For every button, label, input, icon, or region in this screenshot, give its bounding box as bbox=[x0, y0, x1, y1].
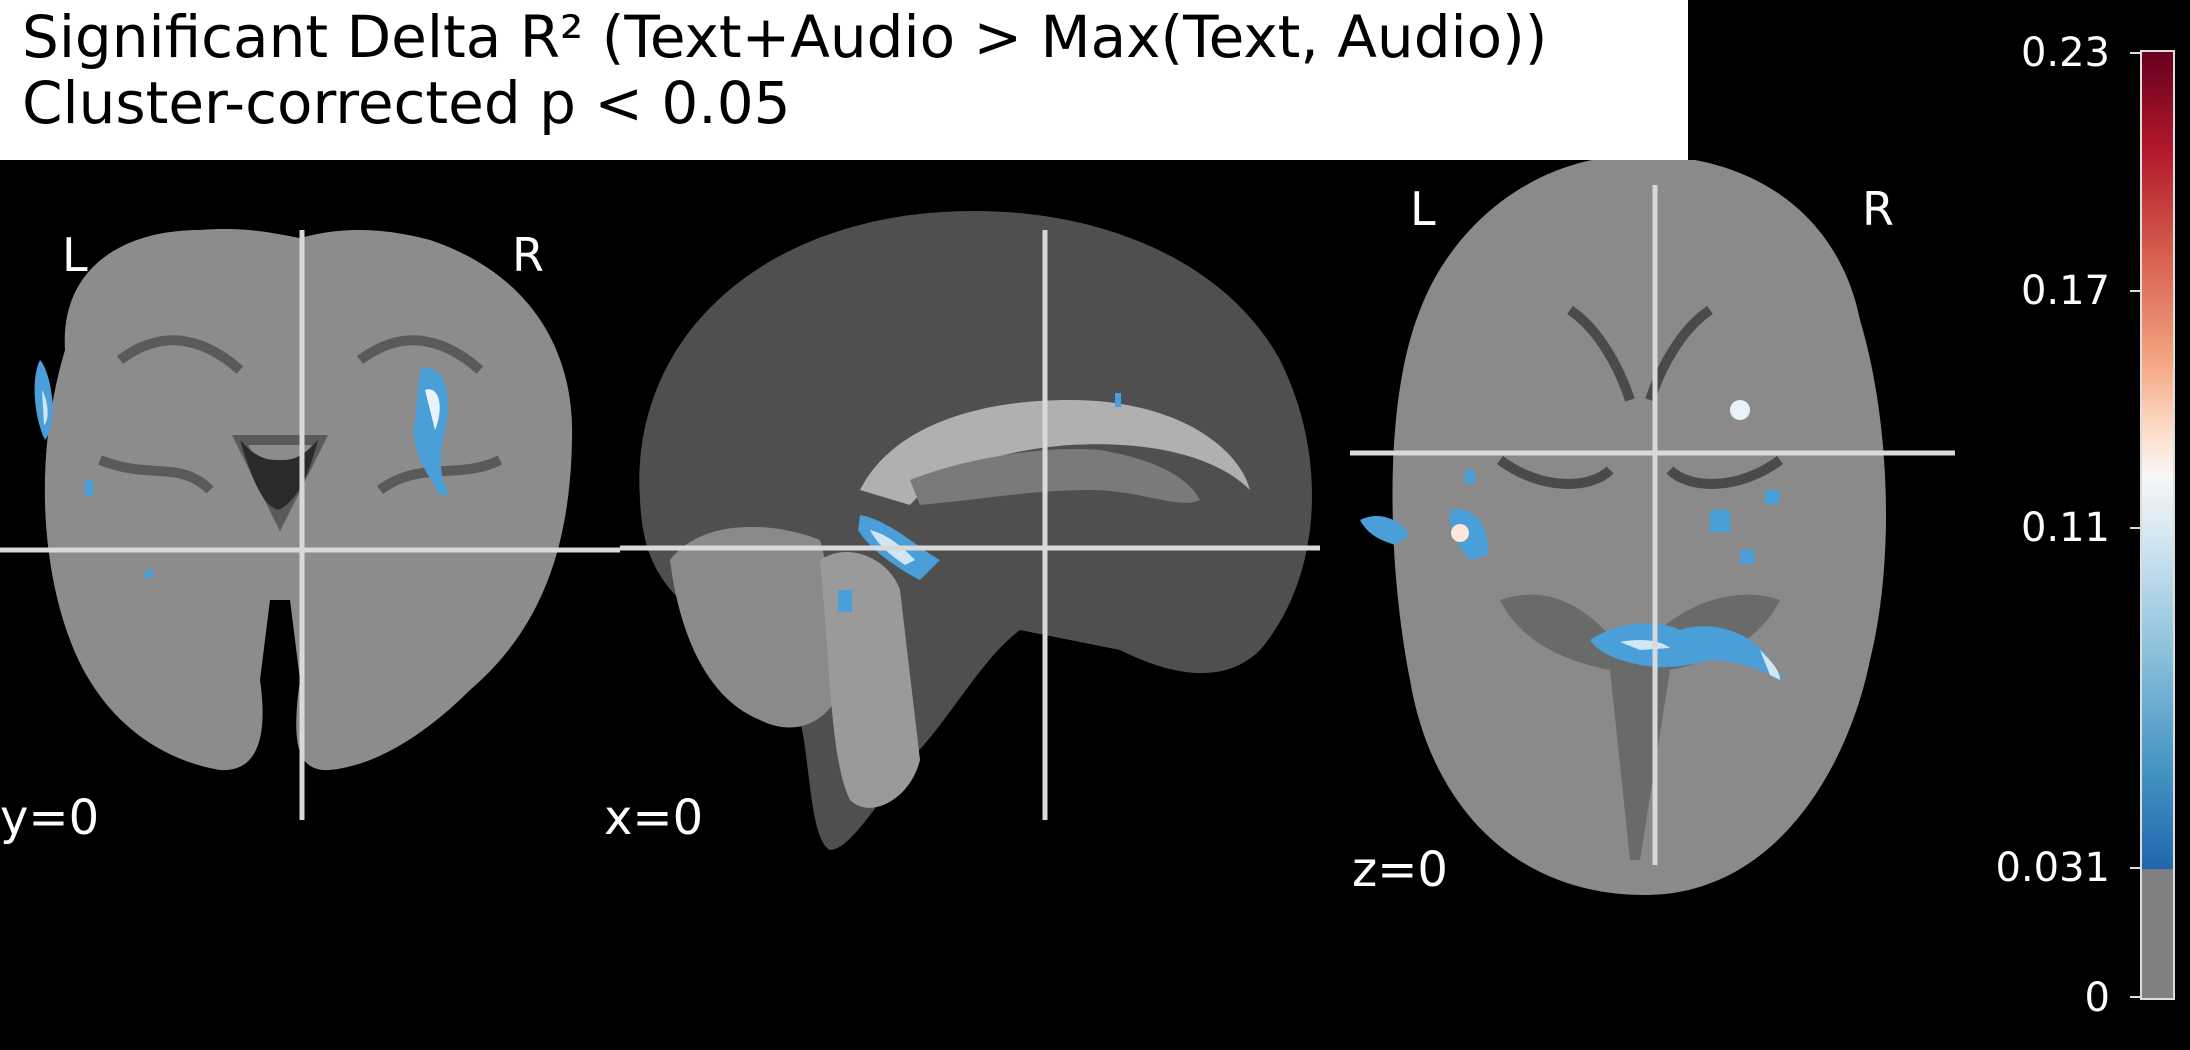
colorbar-tick-label-max: 0.23 bbox=[2020, 30, 2110, 76]
colorbar-tick-label-threshold: 0.031 bbox=[1995, 845, 2110, 891]
coronal-view bbox=[0, 160, 620, 880]
axial-brain-slice bbox=[1392, 160, 1886, 895]
colorbar-tick-mark-1 bbox=[2130, 290, 2140, 292]
axial-right-label: R bbox=[1862, 182, 1894, 236]
sagittal-view bbox=[620, 160, 1340, 880]
axial-overlay-cluster-1 bbox=[1360, 515, 1410, 545]
sagittal-cut-label: x=0 bbox=[604, 790, 704, 846]
colorbar-tick-mark-0 bbox=[2130, 52, 2140, 54]
axial-overlay-cluster-4 bbox=[1590, 623, 1785, 680]
coronal-left-label: L bbox=[62, 228, 88, 282]
colorbar-gradient bbox=[2142, 52, 2173, 869]
title-line-1: Significant Delta R² (Text+Audio > Max(T… bbox=[22, 3, 1548, 71]
axial-overlay-cluster-3 bbox=[1730, 400, 1750, 420]
axial-cut-label: z=0 bbox=[1352, 842, 1448, 898]
colorbar-tick-label-2: 0.17 bbox=[2020, 268, 2110, 314]
coronal-brain-slice bbox=[44, 228, 573, 771]
coronal-right-label: R bbox=[512, 228, 544, 282]
axial-overlay-cluster-2 bbox=[1449, 509, 1489, 560]
colorbar bbox=[2140, 50, 2175, 1000]
coronal-overlay-cluster-2 bbox=[414, 368, 450, 495]
axial-left-label: L bbox=[1410, 182, 1436, 236]
figure-title: Significant Delta R² (Text+Audio > Max(T… bbox=[0, 0, 1688, 160]
axial-view bbox=[1340, 160, 1970, 900]
colorbar-below-threshold bbox=[2142, 869, 2173, 998]
sagittal-overlay-cluster-2 bbox=[838, 590, 852, 612]
colorbar-tick-label-3: 0.11 bbox=[2020, 505, 2110, 551]
colorbar-tick-mark-3 bbox=[2130, 867, 2140, 869]
colorbar-tick-mark-2 bbox=[2130, 527, 2140, 529]
title-line-2: Cluster-corrected p < 0.05 bbox=[22, 69, 791, 137]
colorbar-tick-mark-4 bbox=[2130, 996, 2140, 998]
coronal-cut-label: y=0 bbox=[0, 790, 100, 846]
colorbar-tick-label-min: 0 bbox=[2084, 975, 2110, 1021]
